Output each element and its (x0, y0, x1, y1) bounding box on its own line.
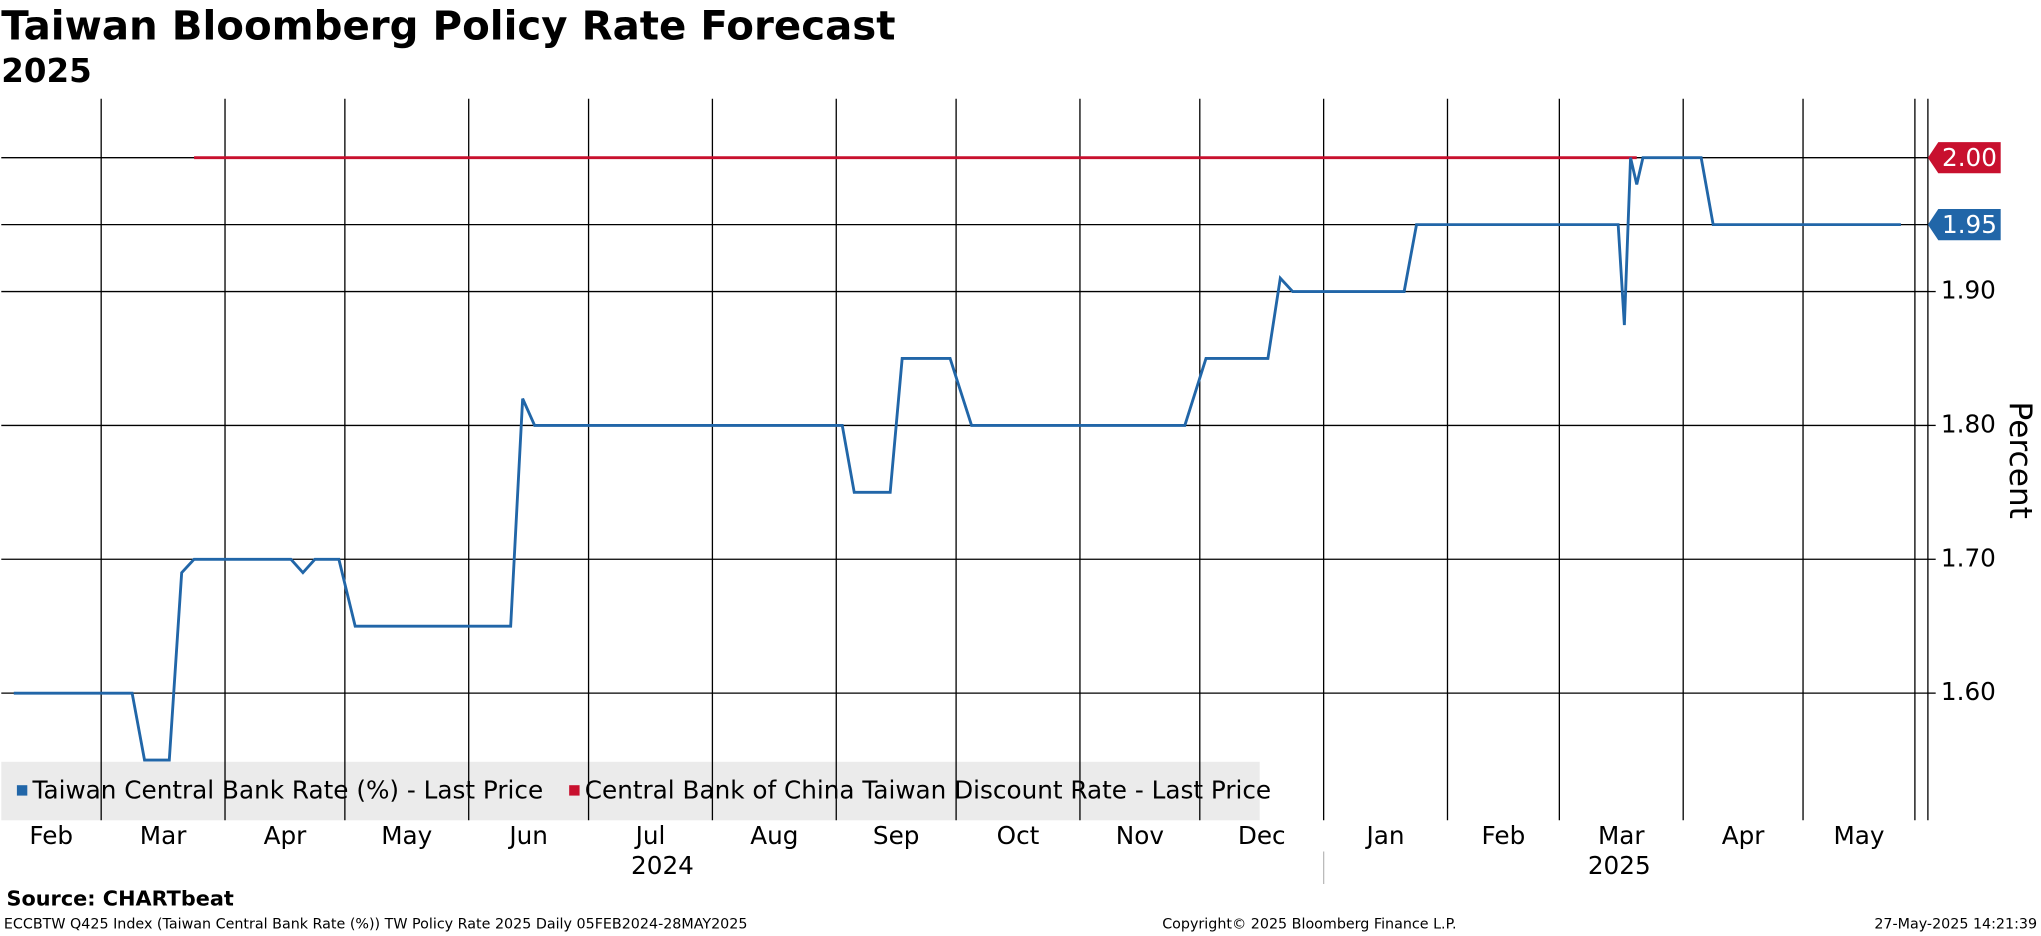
legend-swatch (16, 785, 28, 796)
x-tick-label: May (381, 821, 432, 850)
x-tick-label: Nov (1116, 821, 1164, 850)
legend-label: Taiwan Central Bank Rate (%) - Last Pric… (31, 776, 543, 805)
x-tick-label: Apr (1722, 821, 1766, 850)
x-tick-label: Dec (1238, 821, 1286, 850)
y-tick-label: 1.60 (1941, 677, 1996, 706)
x-tick-label: Aug (750, 821, 798, 850)
x-tick-label: Feb (29, 821, 73, 850)
last-value-tag (1927, 142, 2001, 174)
footer-center: Copyright© 2025 Bloomberg Finance L.P. (1162, 916, 1456, 932)
y-axis-label: Percent (2002, 402, 2038, 519)
footer-right: 27-May-2025 14:21:39 (1874, 916, 2037, 932)
x-tick-label: Apr (264, 821, 308, 850)
x-year-label: 2025 (1588, 851, 1651, 880)
legend-box (1, 761, 1260, 821)
x-year-label: 2024 (631, 851, 694, 880)
x-tick-label: May (1833, 821, 1884, 850)
x-tick-label: Feb (1482, 821, 1526, 850)
series-line (13, 156, 1901, 762)
last-value-tag (1927, 209, 2001, 241)
x-tick-label: Mar (1598, 821, 1645, 850)
last-value-label: 2.00 (1942, 143, 1997, 172)
x-tick-label: Jan (1365, 821, 1405, 850)
source: Source: CHARTbeat (7, 887, 234, 911)
last-value-label: 1.95 (1942, 210, 1997, 239)
footer-left: ECCBTW Q425 Index (Taiwan Central Bank R… (4, 916, 748, 932)
x-tick-label: Mar (140, 821, 187, 850)
x-tick-label: Oct (997, 821, 1040, 850)
y-tick-label: 1.90 (1941, 276, 1996, 305)
chart-title: Taiwan Bloomberg Policy Rate Forecast (1, 3, 895, 50)
x-tick-label: Sep (873, 821, 920, 850)
x-tick-label: Jun (507, 821, 548, 850)
legend-swatch (569, 785, 580, 796)
y-tick-label: 1.80 (1941, 409, 1996, 438)
legend-label: Central Bank of China Taiwan Discount Ra… (585, 776, 1271, 805)
chart-subtitle: 2025 (1, 52, 91, 90)
y-tick-label: 1.70 (1941, 543, 1996, 572)
x-tick-label: Jul (634, 821, 666, 850)
